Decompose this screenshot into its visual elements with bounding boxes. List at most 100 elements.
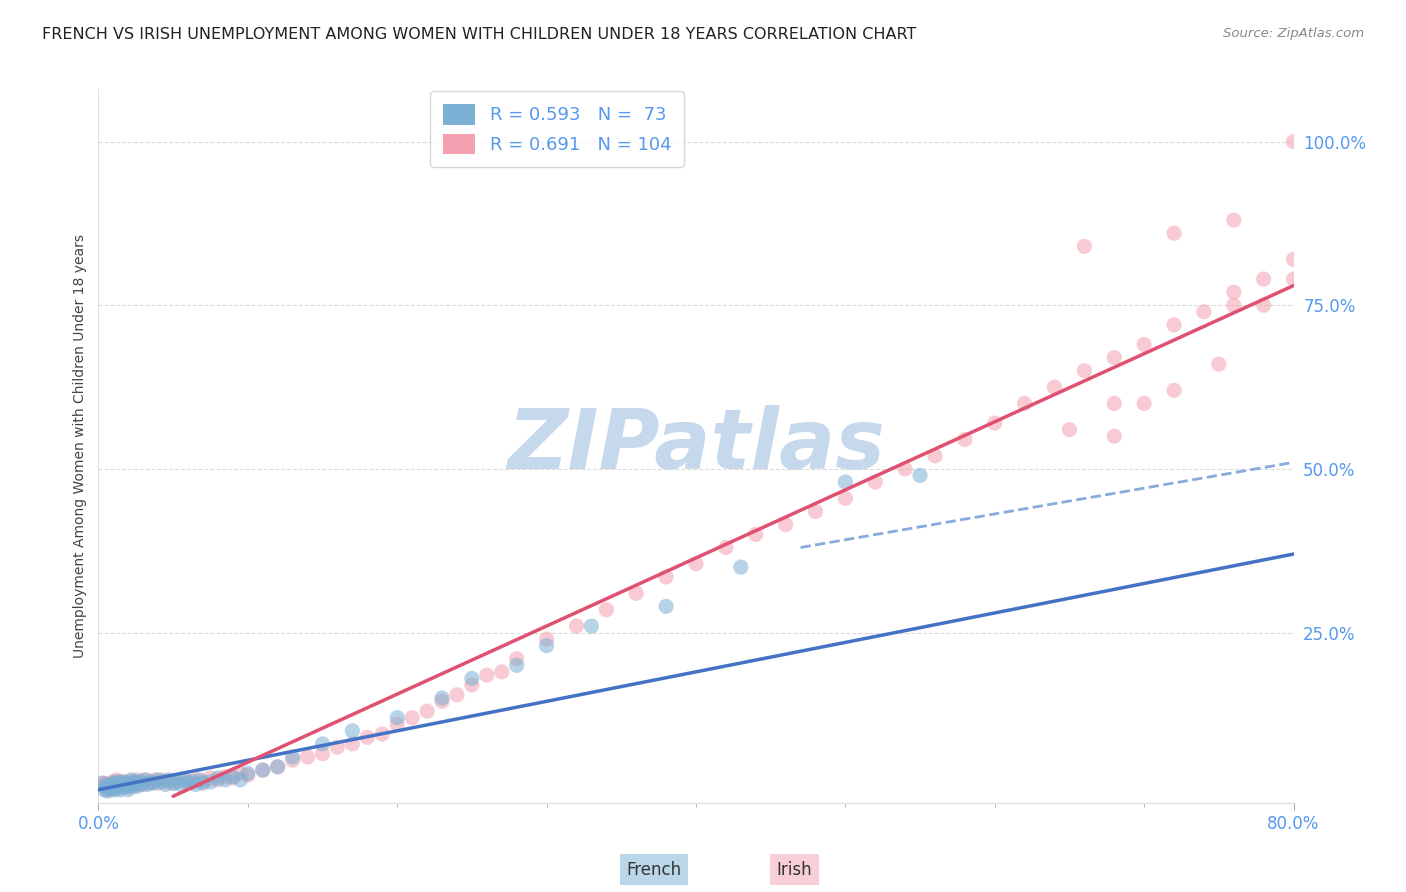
Point [105, 772, 128, 787]
Point [93, 782, 115, 797]
Point [114, 776, 136, 790]
Point [124, 776, 146, 790]
Point [188, 772, 211, 787]
Point [94, 780, 117, 794]
Point [117, 782, 139, 797]
Point [311, 737, 333, 751]
Point [132, 776, 155, 790]
Legend: R = 0.593   N =  73, R = 0.691   N = 104: R = 0.593 N = 73, R = 0.691 N = 104 [430, 91, 683, 167]
Point [125, 776, 148, 790]
Point [104, 780, 127, 794]
Point [91, 776, 114, 790]
Point [96, 784, 118, 798]
Point [1163, 384, 1185, 398]
Point [115, 780, 138, 794]
Point [107, 777, 129, 791]
Point [148, 772, 170, 787]
Point [1014, 396, 1036, 410]
Point [104, 781, 127, 796]
Point [169, 772, 191, 787]
Point [714, 541, 737, 555]
Point [139, 775, 162, 789]
Point [91, 776, 114, 790]
Point [536, 639, 558, 653]
Point [252, 763, 274, 777]
Point [174, 772, 197, 787]
Point [162, 776, 184, 790]
Point [103, 777, 125, 791]
Point [103, 775, 125, 789]
Point [136, 777, 159, 791]
Point [110, 782, 132, 797]
Point [127, 772, 149, 787]
Point [115, 780, 138, 794]
Point [177, 775, 200, 789]
Point [132, 777, 155, 791]
Point [236, 768, 259, 782]
Point [121, 780, 143, 794]
Point [97, 780, 120, 794]
Point [214, 772, 236, 787]
Point [135, 772, 157, 787]
Point [371, 727, 394, 741]
Point [105, 782, 128, 797]
Point [1282, 252, 1305, 267]
Point [229, 766, 252, 780]
Point [655, 570, 678, 584]
Point [281, 753, 304, 767]
Point [111, 777, 134, 791]
Point [342, 723, 364, 738]
Point [834, 491, 856, 506]
Point [565, 619, 588, 633]
Point [134, 772, 156, 787]
Point [93, 780, 115, 794]
Point [129, 777, 152, 791]
Point [142, 776, 165, 790]
Point [191, 776, 214, 790]
Point [685, 557, 707, 571]
Point [156, 775, 179, 789]
Point [120, 775, 142, 789]
Point [1104, 351, 1126, 365]
Point [111, 775, 134, 789]
Point [200, 775, 222, 789]
Point [104, 777, 127, 791]
Point [1223, 298, 1246, 312]
Point [626, 586, 648, 600]
Point [1192, 305, 1215, 319]
Point [1043, 380, 1066, 394]
Point [207, 772, 229, 787]
Point [595, 602, 617, 616]
Point [97, 781, 120, 796]
Point [461, 672, 484, 686]
Point [138, 776, 160, 790]
Point [865, 475, 887, 489]
Point [112, 780, 135, 794]
Point [446, 688, 468, 702]
Point [655, 599, 678, 614]
Point [222, 770, 245, 784]
Point [1223, 285, 1246, 300]
Point [506, 652, 529, 666]
Point [416, 704, 439, 718]
Point [430, 691, 453, 706]
Point [127, 780, 149, 794]
Point [1073, 239, 1095, 253]
Point [112, 777, 135, 791]
Point [834, 475, 856, 489]
Point [281, 750, 304, 764]
Point [129, 775, 152, 789]
Point [105, 780, 128, 794]
Point [121, 777, 143, 791]
Point [118, 780, 141, 794]
Text: Irish: Irish [776, 861, 813, 879]
Point [96, 782, 118, 797]
Point [94, 777, 117, 791]
Point [1104, 396, 1126, 410]
Point [385, 711, 409, 725]
Point [128, 775, 150, 789]
Point [1133, 337, 1156, 351]
Point [120, 772, 142, 787]
Point [894, 462, 917, 476]
Point [124, 775, 146, 789]
